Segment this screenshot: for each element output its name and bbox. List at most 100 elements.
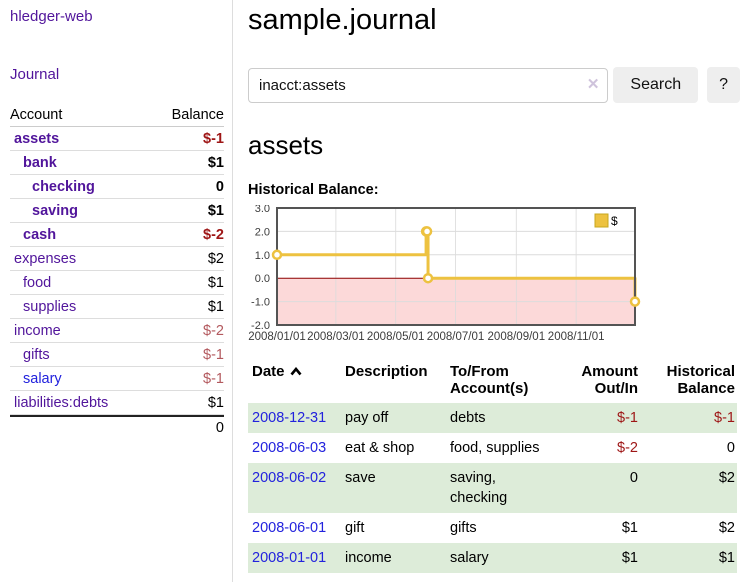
search-button[interactable]: Search [613,67,699,103]
account-column-header: Account [10,106,63,123]
accounts-table-header: Account Balance [10,103,224,127]
svg-text:2008/05/01: 2008/05/01 [367,331,425,343]
transaction-accounts: debts [450,410,486,426]
account-link[interactable]: assets [14,130,60,147]
account-row-salary: salary $-1 [10,367,224,391]
transaction-accounts: saving, checking [450,470,508,506]
transaction-date-link[interactable]: 2008-06-02 [252,470,327,486]
account-balance: 0 [215,178,224,195]
transaction-date-link[interactable]: 2008-12-31 [252,410,327,426]
app-brand-link[interactable]: hledger-web [10,8,93,25]
transaction-amount: $1 [621,520,638,536]
account-row-income: income $-2 [10,319,224,343]
account-link[interactable]: bank [23,154,57,171]
account-balance: $-1 [203,370,224,387]
svg-text:2008/01/01: 2008/01/01 [248,331,306,343]
svg-text:$: $ [611,214,618,228]
svg-text:2008/09/01: 2008/09/01 [488,331,546,343]
register-row: 2008-06-03 eat & shop food, supplies $-2… [248,433,737,463]
account-row-saving: saving $1 [10,199,224,223]
account-balance: $1 [207,154,224,171]
account-row-gifts: gifts $-1 [10,343,224,367]
account-link[interactable]: liabilities:debts [14,394,109,411]
chart-title: Historical Balance: [248,182,379,198]
account-balance: $-1 [203,346,224,363]
account-row-checking: checking 0 [10,175,224,199]
account-link[interactable]: saving [32,202,78,219]
svg-text:2.0: 2.0 [255,226,270,238]
transaction-balance: $2 [718,470,735,486]
transaction-date-link[interactable]: 2008-06-01 [252,520,327,536]
register-row: 2008-06-01 gift gifts $1 $2 [248,513,737,543]
date-column-header[interactable]: Date [248,361,345,403]
amount-column-header: Amount Out/In [581,363,638,397]
account-balance: $-2 [203,226,224,243]
historical-balance-chart: $3.0 2.0 1.0 0.0 -1.0 -2.0 2008/01/01 2008/03/0… [241,205,740,345]
svg-text:-1.0: -1.0 [251,297,270,309]
transaction-balance: $1 [718,550,735,566]
account-row-bank: bank $1 [10,151,224,175]
account-balance: $1 [207,274,224,291]
transaction-description: save [345,470,376,486]
help-button[interactable]: ? [707,67,740,103]
register-header-row: Date Description To/From Account(s) Amou… [248,361,737,403]
balance-column-header: Balance [171,106,224,123]
register-row: 2008-12-31 pay off debts $-1 $-1 [248,403,737,433]
account-link[interactable]: food [23,274,52,291]
transaction-accounts: salary [450,550,489,566]
main-content: sample.journal ✕ Search ? assets Histori… [248,0,740,573]
account-row-food: food $1 [10,271,224,295]
transaction-date-link[interactable]: 2008-01-01 [252,550,327,566]
transaction-amount: $-2 [617,440,638,456]
transaction-balance: $2 [718,520,735,536]
account-link[interactable]: checking [32,178,95,195]
account-row-expenses: expenses $2 [10,247,224,271]
register-row: 2008-01-01 income salary $1 $1 [248,543,737,573]
account-link[interactable]: cash [23,226,57,243]
sidebar-item-journal[interactable]: Journal [10,66,60,83]
transaction-balance: $-1 [714,410,735,426]
svg-text:-2.0: -2.0 [251,320,270,332]
account-link[interactable]: gifts [23,346,50,363]
chevron-up-icon [290,363,302,380]
account-balance: $-1 [203,130,224,147]
description-column-header: Description [345,363,428,380]
transaction-amount: $-1 [617,410,638,426]
transaction-date-link[interactable]: 2008-06-03 [252,440,327,456]
account-row-cash: cash $-2 [10,223,224,247]
account-row-liabilities-debts: liabilities:debts $1 [10,391,224,415]
account-link[interactable]: expenses [14,250,77,267]
account-balance: $1 [207,202,224,219]
svg-text:3.0: 3.0 [255,205,270,215]
transaction-amount: $1 [621,550,638,566]
svg-text:0.0: 0.0 [255,273,270,285]
page-title: sample.journal [248,4,437,36]
account-row-supplies: supplies $1 [10,295,224,319]
transaction-description: pay off [345,410,389,426]
account-link[interactable]: income [14,322,61,339]
search-input[interactable] [248,67,609,103]
account-balance: $-2 [203,322,224,339]
balance-column-header: Historical Balance [666,363,735,397]
transaction-description: eat & shop [345,440,415,456]
sidebar: hledger-web Journal Account Balance asse… [0,0,233,582]
account-balance: $2 [207,250,224,267]
account-row-assets: assets $-1 [10,127,224,151]
transaction-accounts: gifts [450,520,477,536]
account-heading: assets [248,130,324,160]
transaction-amount: 0 [629,470,638,486]
search-clear-icon[interactable]: ✕ [586,75,600,93]
svg-text:2008/11/01: 2008/11/01 [548,331,605,343]
accounts-total-row: 0 [10,415,224,439]
accounts-total-value: 0 [215,420,224,436]
svg-text:1.0: 1.0 [255,250,270,262]
accounts-table: Account Balance assets $-1 bank $1 check… [10,103,224,439]
account-balance: $1 [207,394,224,411]
register-row: 2008-06-02 save saving, checking 0 $2 [248,463,737,513]
account-link[interactable]: supplies [23,298,77,315]
account-link[interactable]: salary [23,370,62,387]
svg-text:2008/07/01: 2008/07/01 [427,331,485,343]
svg-text:2008/03/01: 2008/03/01 [307,331,365,343]
search-bar: ✕ Search ? [248,67,740,103]
